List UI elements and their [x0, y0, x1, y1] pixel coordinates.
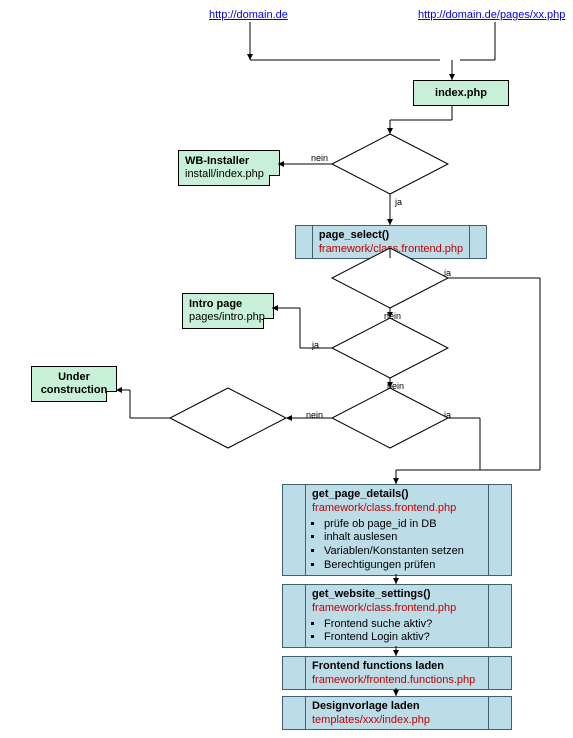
d3-yes: ja — [312, 340, 319, 350]
fn-ff: Frontend functions laden — [312, 660, 482, 674]
d4-label: Default pagedefiniert? — [351, 411, 429, 433]
path-gws: framework/class.frontend.php — [312, 602, 482, 616]
fn-page-select: page_select() — [319, 229, 463, 243]
d1-yes: ja — [395, 197, 402, 207]
note-uc-2: construction — [41, 384, 108, 396]
index-php-box: index.php — [413, 80, 509, 106]
index-php-label: index.php — [435, 87, 487, 99]
path-ff: framework/frontend.functions.php — [312, 674, 482, 688]
list-gws: Frontend suche aktiv? Frontend Login akt… — [312, 618, 482, 646]
codebox-designvorlage: Designvorlage laden templates/xxx/index.… — [282, 696, 512, 730]
codebox-page-select: page_select() framework/class.frontend.p… — [295, 225, 487, 259]
note-intro: Intro page pages/intro.php — [182, 293, 274, 329]
note-uc-1: Under — [58, 371, 90, 383]
note-installer: WB-Installer install/index.php — [178, 150, 280, 186]
d2-yes: ja — [444, 268, 451, 278]
note-intro-path: pages/intro.php — [189, 311, 265, 323]
codebox-frontend-functions: Frontend functions laden framework/front… — [282, 656, 512, 690]
d3-label: Intro pageaktiv? — [359, 341, 421, 363]
d2-label: page_id viaPOST/GET? — [355, 270, 425, 292]
note-intro-title: Intro page — [189, 298, 242, 310]
fn-gws: get_website_settings() — [312, 588, 482, 602]
list-gpd: prüfe ob page_id in DB inhalt auslesen V… — [312, 518, 482, 573]
fn-dv: Designvorlage laden — [312, 700, 482, 714]
path-gpd: framework/class.frontend.php — [312, 502, 482, 516]
d4-yes: ja — [444, 410, 451, 420]
note-installer-title: WB-Installer — [185, 155, 249, 167]
note-installer-path: install/index.php — [185, 168, 264, 180]
path-dv: templates/xxx/index.php — [312, 714, 482, 728]
link-page[interactable]: http://domain.de/pages/xx.php — [418, 9, 565, 21]
link-home[interactable]: http://domain.de — [209, 9, 288, 21]
codebox-get-website-settings: get_website_settings() framework/class.f… — [282, 584, 512, 648]
note-underconstruction: Under construction — [31, 366, 117, 402]
d4-no: nein — [306, 410, 323, 420]
d5-label: Weiterleitungdefault page — [186, 411, 272, 433]
path-page-select: framework/class.frontend.php — [319, 243, 463, 257]
fn-gpd: get_page_details() — [312, 488, 482, 502]
d3-no: nein — [387, 381, 404, 391]
d1-no: nein — [311, 153, 328, 163]
d2-no: nein — [384, 311, 401, 321]
d1-label: config.phpvollständig? — [350, 155, 430, 177]
codebox-get-page-details: get_page_details() framework/class.front… — [282, 484, 512, 576]
